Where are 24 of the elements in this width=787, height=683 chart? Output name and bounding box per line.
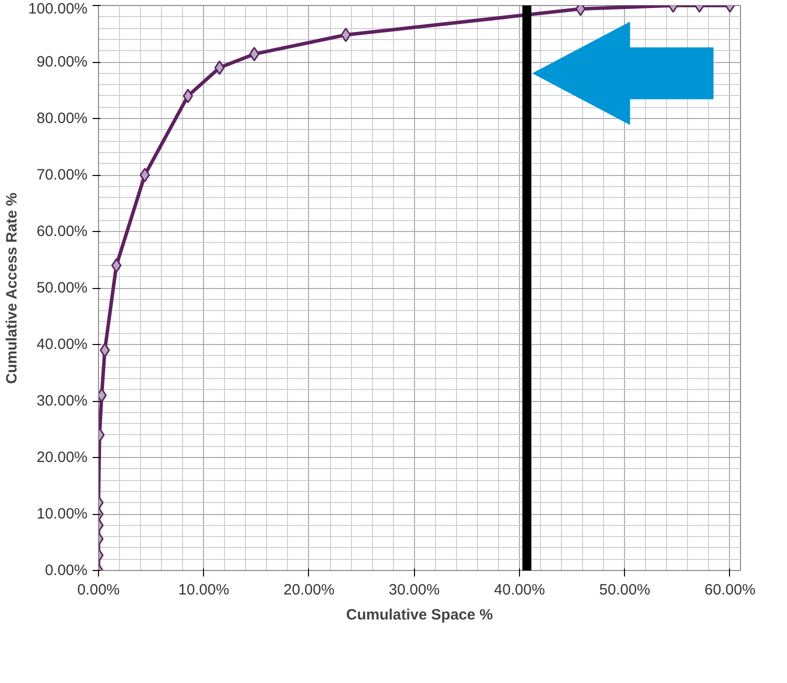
x-tick-label: 20.00% <box>284 582 334 598</box>
y-tick-label: 60.00% <box>36 223 88 240</box>
x-axis-title: Cumulative Space % <box>346 606 493 624</box>
y-tick-label: 80.00% <box>36 110 88 127</box>
x-tick-label: 10.00% <box>178 582 230 598</box>
x-tick-label: 40.00% <box>494 582 545 598</box>
y-tick-label: 90.00% <box>36 54 88 70</box>
x-tick-label: 60.00% <box>704 582 756 598</box>
y-tick-label: 30.00% <box>36 392 88 410</box>
point <box>182 88 194 104</box>
x-tick-label: 0.00% <box>77 582 120 598</box>
y-tick-label: 20.00% <box>36 449 88 466</box>
point <box>340 28 351 42</box>
y-tick-label: 0.00% <box>44 562 88 579</box>
y-tick-label: 50.00% <box>36 280 88 296</box>
x-tick-label: 50.00% <box>599 582 650 598</box>
y-axis-title: Cumulative Access Rate % <box>3 192 20 384</box>
point <box>214 60 225 75</box>
point <box>249 46 260 62</box>
y-tick-label: 100.00% <box>28 0 88 18</box>
y-tick-label: 70.00% <box>36 166 88 184</box>
y-tick-label: 40.00% <box>36 336 88 353</box>
x-tick-label: 30.00% <box>388 582 440 598</box>
y-tick-label: 10.00% <box>36 506 88 522</box>
